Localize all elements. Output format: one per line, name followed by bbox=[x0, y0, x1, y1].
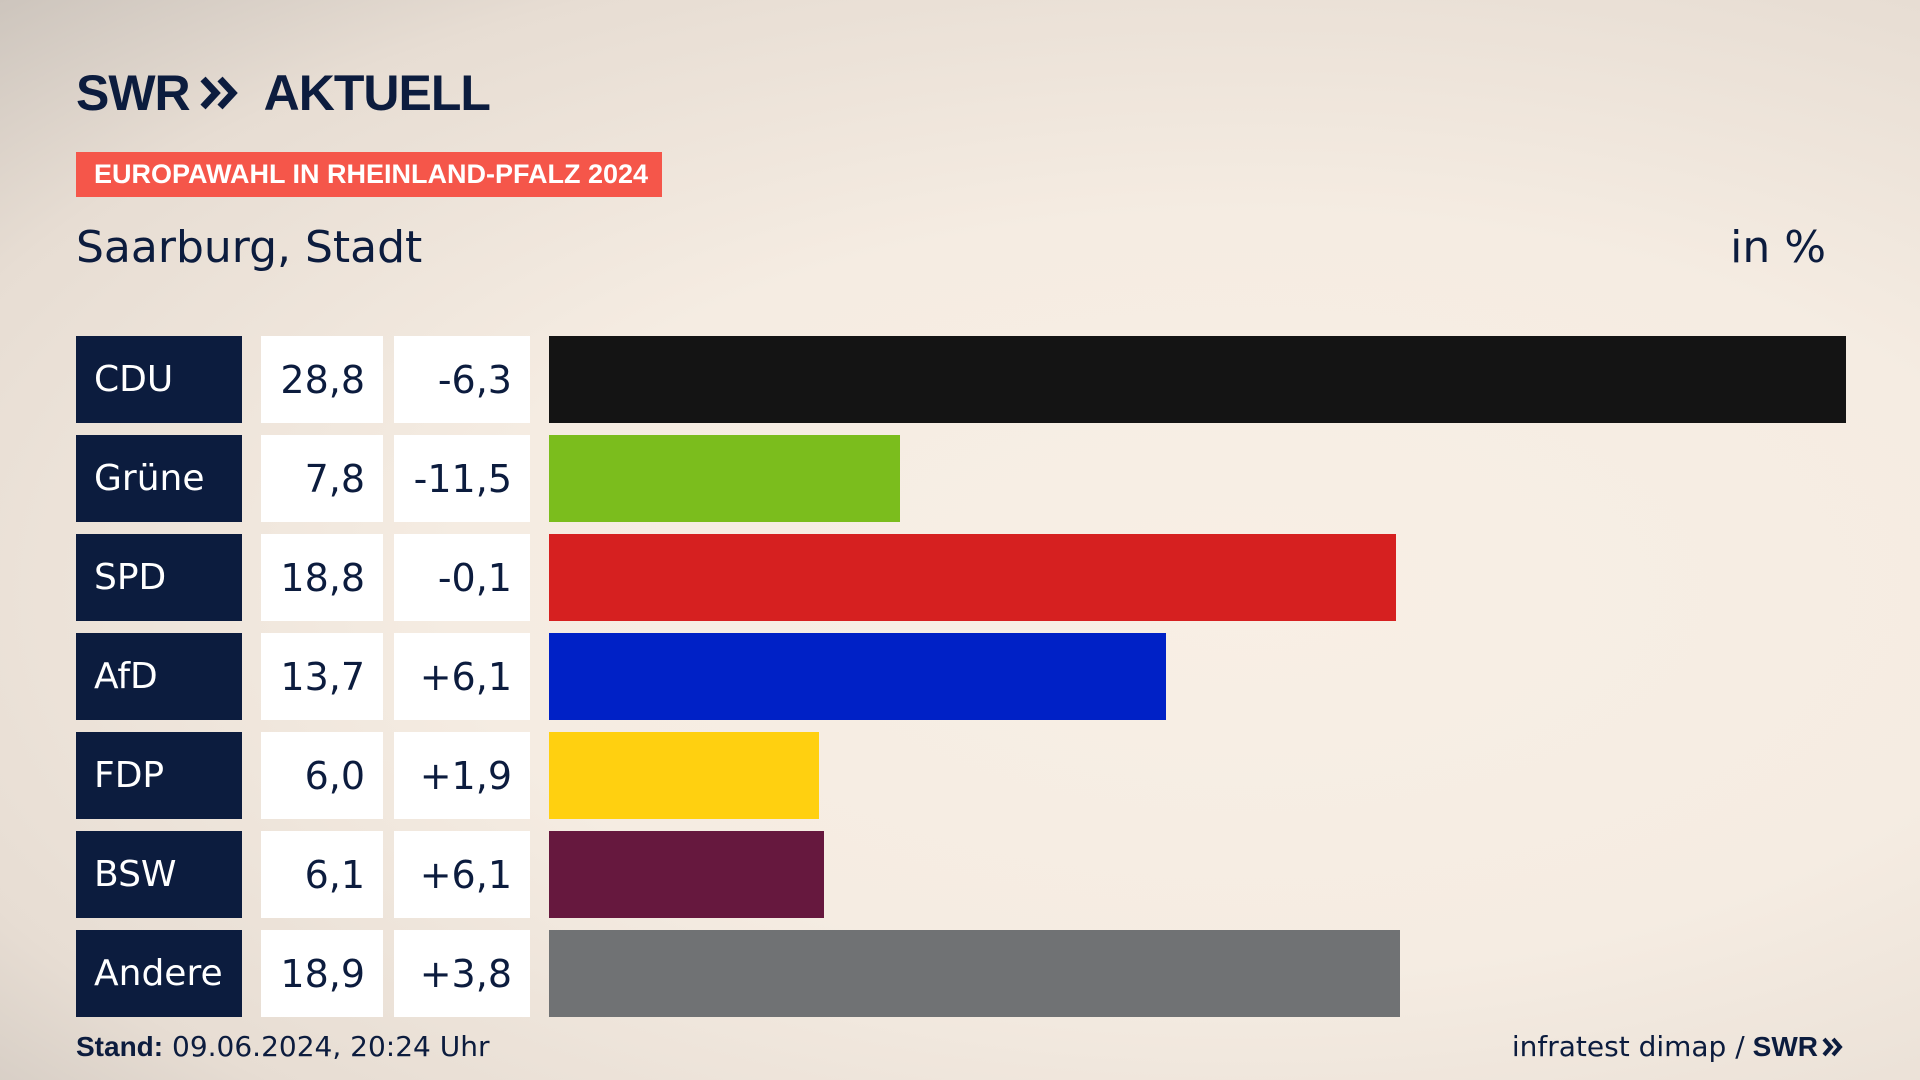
change-label: -0,1 bbox=[394, 534, 530, 621]
logo-aktuell-text: AKTUELL bbox=[263, 65, 491, 121]
party-label: Grüne bbox=[76, 435, 242, 522]
result-row: Grüne 7,8 -11,5 bbox=[76, 435, 1846, 522]
result-row: FDP 6,0 +1,9 bbox=[76, 732, 1846, 819]
region-title: Saarburg, Stadt bbox=[76, 222, 423, 273]
change-label: +6,1 bbox=[394, 831, 530, 918]
party-label: SPD bbox=[76, 534, 242, 621]
result-bar bbox=[549, 831, 824, 918]
change-label: +3,8 bbox=[394, 930, 530, 1017]
party-label: Andere bbox=[76, 930, 242, 1017]
vote-share-label: 28,8 bbox=[261, 336, 383, 423]
vote-share-label: 13,7 bbox=[261, 633, 383, 720]
topic-badge: EUROPAWAHL IN RHEINLAND-PFALZ 2024 bbox=[76, 152, 662, 197]
swr-small-logo-text: SWR bbox=[1752, 1030, 1818, 1062]
result-bar bbox=[549, 732, 819, 819]
swr-aktuell-logo: SWR AKTUELL bbox=[76, 65, 491, 121]
source-text: infratest dimap / bbox=[1511, 1030, 1745, 1063]
result-row: SPD 18,8 -0,1 bbox=[76, 534, 1846, 621]
result-bar bbox=[549, 435, 900, 522]
party-label: BSW bbox=[76, 831, 242, 918]
result-row: AfD 13,7 +6,1 bbox=[76, 633, 1846, 720]
vote-share-label: 18,8 bbox=[261, 534, 383, 621]
change-label: -11,5 bbox=[394, 435, 530, 522]
party-label: FDP bbox=[76, 732, 242, 819]
result-bar bbox=[549, 930, 1400, 1017]
vote-share-label: 18,9 bbox=[261, 930, 383, 1017]
unit-label: in % bbox=[1730, 222, 1826, 273]
stand-value: 09.06.2024, 20:24 Uhr bbox=[172, 1030, 490, 1063]
vote-share-label: 6,1 bbox=[261, 831, 383, 918]
stand-label: Stand: bbox=[76, 1031, 164, 1062]
result-row: BSW 6,1 +6,1 bbox=[76, 831, 1846, 918]
timestamp: Stand: 09.06.2024, 20:24 Uhr bbox=[76, 1030, 489, 1063]
double-chevron-small-icon bbox=[1822, 1037, 1843, 1056]
party-label: AfD bbox=[76, 633, 242, 720]
result-bar bbox=[549, 534, 1396, 621]
party-label: CDU bbox=[76, 336, 242, 423]
logo-swr-text: SWR bbox=[76, 65, 191, 121]
change-label: +6,1 bbox=[394, 633, 530, 720]
double-chevron-icon bbox=[200, 76, 240, 110]
vote-share-label: 7,8 bbox=[261, 435, 383, 522]
result-row: CDU 28,8 -6,3 bbox=[76, 336, 1846, 423]
result-bar bbox=[549, 336, 1846, 423]
vote-share-label: 6,0 bbox=[261, 732, 383, 819]
result-bar bbox=[549, 633, 1166, 720]
change-label: +1,9 bbox=[394, 732, 530, 819]
swr-small-logo: SWR bbox=[1753, 1031, 1844, 1063]
source-credit: infratest dimap / SWR bbox=[1512, 1030, 1844, 1063]
change-label: -6,3 bbox=[394, 336, 530, 423]
result-row: Andere 18,9 +3,8 bbox=[76, 930, 1846, 1017]
